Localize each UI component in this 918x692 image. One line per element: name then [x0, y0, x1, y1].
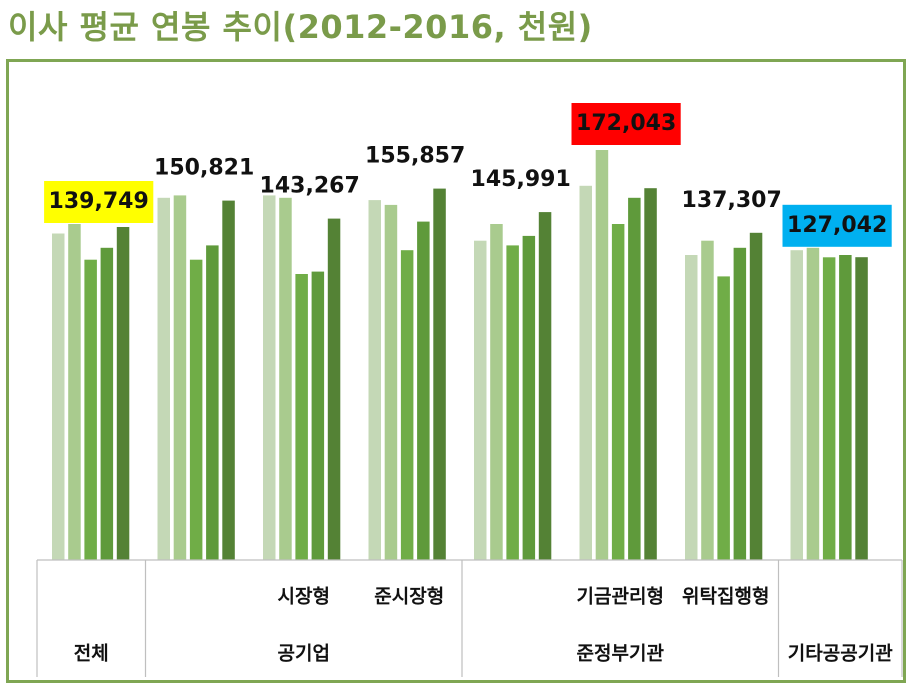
- bar-준정부기관-s1: [474, 240, 487, 560]
- bar-준시장형-s5: [433, 188, 446, 560]
- bar-준정부기관-s5: [538, 212, 552, 560]
- bar-시장형-s4: [311, 271, 325, 560]
- data-label-전체: 139,749: [44, 181, 154, 223]
- bar-위탁집행형-s2: [701, 240, 714, 560]
- data-label-위탁집행형: 137,307: [682, 188, 782, 213]
- tick-label-준시장형: 준시장형: [374, 586, 444, 608]
- chart-frame: 139,749 150,821 143,267 155,857 145,991 172,0…: [6, 59, 906, 683]
- bar-준시장형-s1: [368, 200, 381, 560]
- group-label-준정부기관: 준정부기관: [577, 643, 665, 665]
- data-label-시장형: 143,267: [260, 174, 360, 199]
- bar-전체-s4: [100, 247, 114, 561]
- bar-기금관리형-s4: [628, 197, 641, 561]
- bar-준시장형-s4: [417, 221, 430, 560]
- data-label-공기업: 150,821: [154, 156, 254, 181]
- svg-text:155,857: 155,857: [365, 144, 465, 169]
- bar-기금관리형-s1: [579, 185, 592, 561]
- svg-text:139,749: 139,749: [49, 189, 149, 214]
- svg-text:127,042: 127,042: [787, 213, 887, 238]
- bar-위탁집행형-s4: [733, 247, 747, 561]
- group-label-공기업: 공기업: [278, 643, 330, 665]
- bar-시장형-s5: [327, 218, 341, 560]
- data-label-highlight-box: [44, 181, 154, 223]
- bar-준정부기관-s4: [522, 235, 536, 560]
- bar-준시장형-s2: [384, 204, 398, 560]
- bar-위탁집행형-s5: [749, 232, 763, 561]
- chart-title: 이사 평균 연봉 추이(2012-2016, 천원): [8, 8, 593, 46]
- bar-위탁집행형-s1: [685, 255, 698, 560]
- group-label-기타공공기관: 기타공공기관: [788, 643, 893, 665]
- bar-기타공공기관-s4: [839, 255, 852, 560]
- bar-전체-s2: [68, 224, 81, 560]
- tick-label-기금관리형: 기금관리형: [577, 586, 664, 608]
- tick-label-시장형: 시장형: [278, 586, 330, 608]
- svg-text:172,043: 172,043: [576, 111, 676, 136]
- data-label-준시장형: 155,857: [365, 144, 465, 169]
- bar-기금관리형-s3: [611, 224, 625, 560]
- bar-기타공공기관-s1: [790, 250, 803, 560]
- bar-준시장형-s3: [400, 250, 414, 560]
- bar-기금관리형-s5: [644, 188, 657, 560]
- bar-전체-s5: [116, 227, 130, 560]
- data-label-highlight-box: [782, 204, 892, 247]
- bar-준정부기관-s2: [490, 224, 503, 560]
- bar-공기업-s2: [173, 195, 187, 560]
- bar-공기업-s3: [189, 259, 203, 560]
- data-label-기타공공기관: 127,042: [782, 204, 892, 247]
- svg-text:143,267: 143,267: [260, 174, 360, 199]
- bar-시장형-s1: [263, 195, 276, 560]
- bar-준정부기관-s3: [506, 245, 519, 560]
- data-label-highlight-box: [571, 103, 681, 145]
- group-label-전체: 전체: [74, 643, 109, 665]
- bar-기타공공기관-s2: [806, 247, 820, 561]
- bar-기금관리형-s2: [595, 150, 609, 560]
- svg-text:150,821: 150,821: [154, 156, 254, 181]
- tick-label-위탁집행형: 위탁집행형: [682, 586, 769, 608]
- bar-전체-s3: [84, 259, 97, 560]
- bar-위탁집행형-s3: [717, 276, 730, 560]
- bar-공기업-s4: [206, 245, 219, 560]
- data-label-준정부기관: 145,991: [471, 167, 571, 192]
- bar-시장형-s2: [279, 197, 292, 561]
- data-label-기금관리형: 172,043: [571, 103, 681, 145]
- bar-기타공공기관-s5: [855, 257, 868, 560]
- bar-공기업-s1: [157, 197, 170, 561]
- bar-기타공공기관-s3: [822, 257, 836, 560]
- svg-text:145,991: 145,991: [471, 167, 571, 192]
- bar-시장형-s3: [295, 274, 308, 560]
- bar-전체-s1: [52, 233, 65, 560]
- svg-text:137,307: 137,307: [682, 188, 782, 213]
- bar-공기업-s5: [222, 200, 235, 560]
